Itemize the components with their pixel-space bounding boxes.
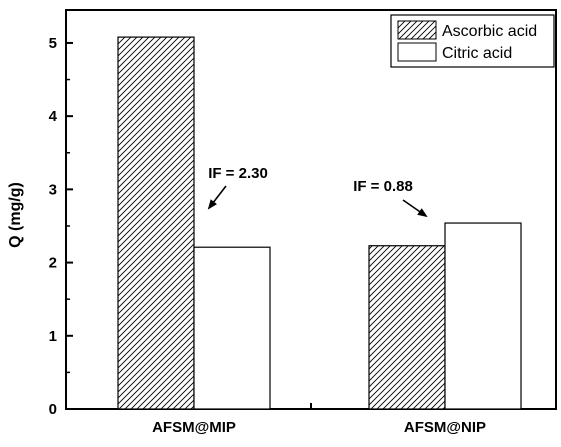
annotation-arrow bbox=[402, 199, 428, 218]
y-tick-label: 2 bbox=[49, 255, 57, 272]
bar-citric-nip bbox=[444, 222, 522, 410]
x-category-label: AFSM@MIP bbox=[152, 419, 236, 436]
annotation-arrow bbox=[207, 185, 227, 210]
legend-label: Ascorbic acid bbox=[442, 23, 537, 40]
bars bbox=[117, 36, 522, 410]
bar-ascorbic-mip bbox=[117, 36, 195, 410]
legend-label: Citric acid bbox=[442, 45, 512, 62]
y-axis-label: Q (mg/g) bbox=[7, 182, 24, 248]
annotations: IF = 2.30 IF = 0.88 bbox=[207, 165, 428, 218]
legend-swatch bbox=[397, 20, 437, 40]
y-tick-label: 1 bbox=[49, 328, 57, 345]
y-tick-label: 0 bbox=[49, 401, 57, 418]
y-tick-label: 5 bbox=[49, 35, 57, 52]
x-category-label: AFSM@NIP bbox=[404, 419, 486, 436]
bar-citric-mip bbox=[193, 246, 271, 410]
y-tick-label: 3 bbox=[49, 181, 57, 198]
x-axis: AFSM@MIP AFSM@NIP bbox=[65, 403, 557, 436]
y-tick-label: 4 bbox=[49, 108, 58, 125]
annotation-label: IF = 0.88 bbox=[353, 178, 413, 195]
legend-swatch bbox=[397, 42, 437, 62]
bar-ascorbic-nip bbox=[368, 245, 446, 410]
annotation-label: IF = 2.30 bbox=[208, 165, 268, 182]
y-axis: 0 1 2 3 4 5 bbox=[49, 35, 73, 418]
legend: Ascorbic acid Citric acid bbox=[390, 14, 555, 68]
